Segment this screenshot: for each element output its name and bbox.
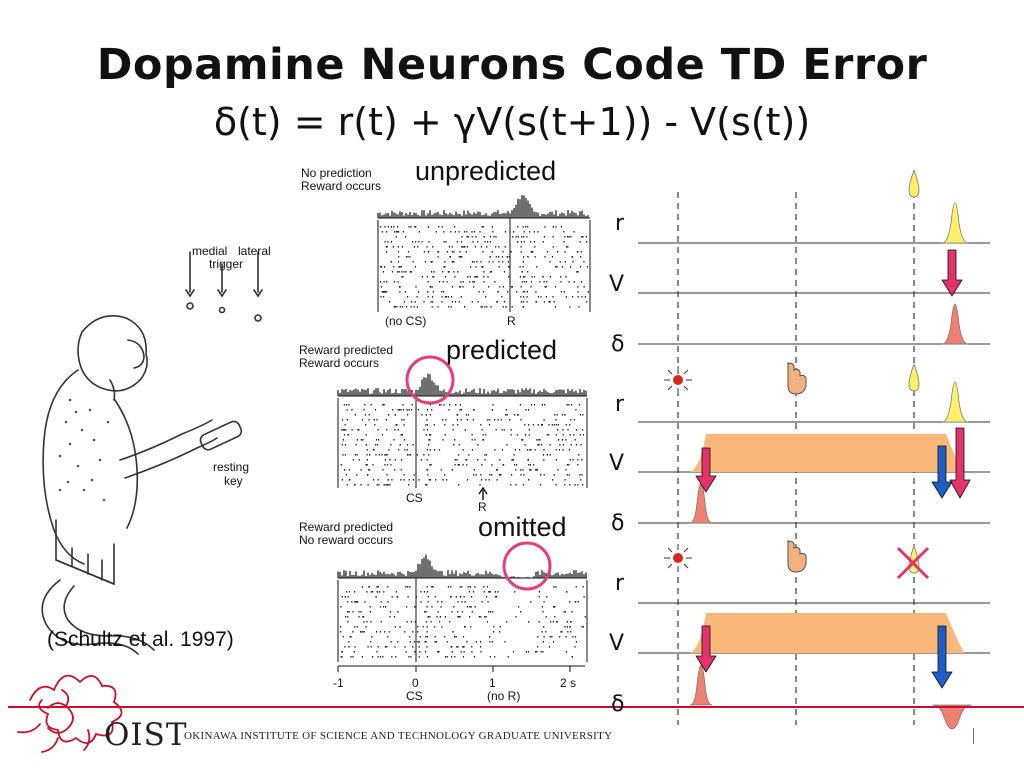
slide-title: Dopamine Neurons Code TD Error <box>96 40 928 90</box>
unpredicted-r-marker: R <box>507 314 516 328</box>
nocs-marker: (no CS) <box>385 314 427 328</box>
medial-label: medial <box>192 244 228 258</box>
td-label-r: r <box>615 211 625 236</box>
td-label-v: V <box>609 631 625 656</box>
omitted-label-line1: Reward predicted <box>299 520 394 534</box>
oist-logo-emblem <box>17 674 123 753</box>
predicted-cs-marker: CS <box>406 491 423 505</box>
axis-nor-label: (no R) <box>487 689 521 703</box>
td-label-v: V <box>609 451 625 476</box>
delta-bump <box>941 303 969 345</box>
td-error-formula: δ(t) = r(t) + γV(s(t+1)) - V(s(t)) <box>213 100 811 144</box>
light-icon <box>664 544 692 572</box>
td-label-v: V <box>609 272 625 297</box>
td-label-r: r <box>615 392 625 417</box>
monkey-illustration <box>41 251 263 655</box>
oist-logo-text: OIST <box>104 717 188 753</box>
hand-icon <box>787 362 807 395</box>
value-band <box>690 434 962 472</box>
hand-icon <box>787 540 807 573</box>
omitted-label-line2: No reward occurs <box>299 533 394 547</box>
td-label-delta: δ <box>611 511 625 536</box>
delta-bump <box>689 482 713 524</box>
td-label-delta: δ <box>611 692 625 717</box>
drop-icon <box>908 168 920 198</box>
drop-icon <box>908 362 920 392</box>
axis-tick-0: 0 <box>412 676 419 690</box>
predicted-label-line1: Reward predicted <box>299 343 394 357</box>
value-band <box>690 613 964 653</box>
axis-tick-1: 1 <box>489 676 496 690</box>
reward-bump <box>941 202 969 244</box>
blue-arrow <box>931 445 953 689</box>
unpredicted-label-line1: No prediction <box>301 166 372 180</box>
unpredicted-heading: unpredicted <box>415 156 557 186</box>
axis-tick-minus1: -1 <box>333 676 344 690</box>
axis-cs-label: CS <box>406 689 423 703</box>
axis-tick-2s: 2 s <box>560 676 577 690</box>
reward-bump <box>941 381 969 423</box>
cross-icon <box>896 546 930 580</box>
citation: (Schultz et al. 1997) <box>47 628 234 651</box>
predicted-r-marker: R <box>478 500 487 514</box>
delta-bump <box>689 664 713 706</box>
light-icon <box>664 366 692 394</box>
unpredicted-label-line2: Reward occurs <box>301 179 382 193</box>
resting-label: resting <box>213 460 250 474</box>
key-label: key <box>224 474 243 488</box>
institute-name: OKINAWA INSTITUTE OF SCIENCE AND TECHNOL… <box>184 730 613 742</box>
td-label-r: r <box>615 571 625 596</box>
lateral-label: lateral <box>238 244 271 258</box>
predicted-label-line2: Reward occurs <box>299 356 380 370</box>
predicted-highlight-circle <box>405 355 455 405</box>
red-arrow <box>695 249 971 673</box>
td-label-delta: δ <box>611 332 625 357</box>
predicted-heading: predicted <box>446 335 558 365</box>
omitted-highlight-circle <box>502 541 552 591</box>
trigger-label: trigger <box>209 257 244 271</box>
omitted-heading: omitted <box>478 512 567 542</box>
page-marker <box>973 728 974 744</box>
negative-delta-dip <box>931 704 973 730</box>
